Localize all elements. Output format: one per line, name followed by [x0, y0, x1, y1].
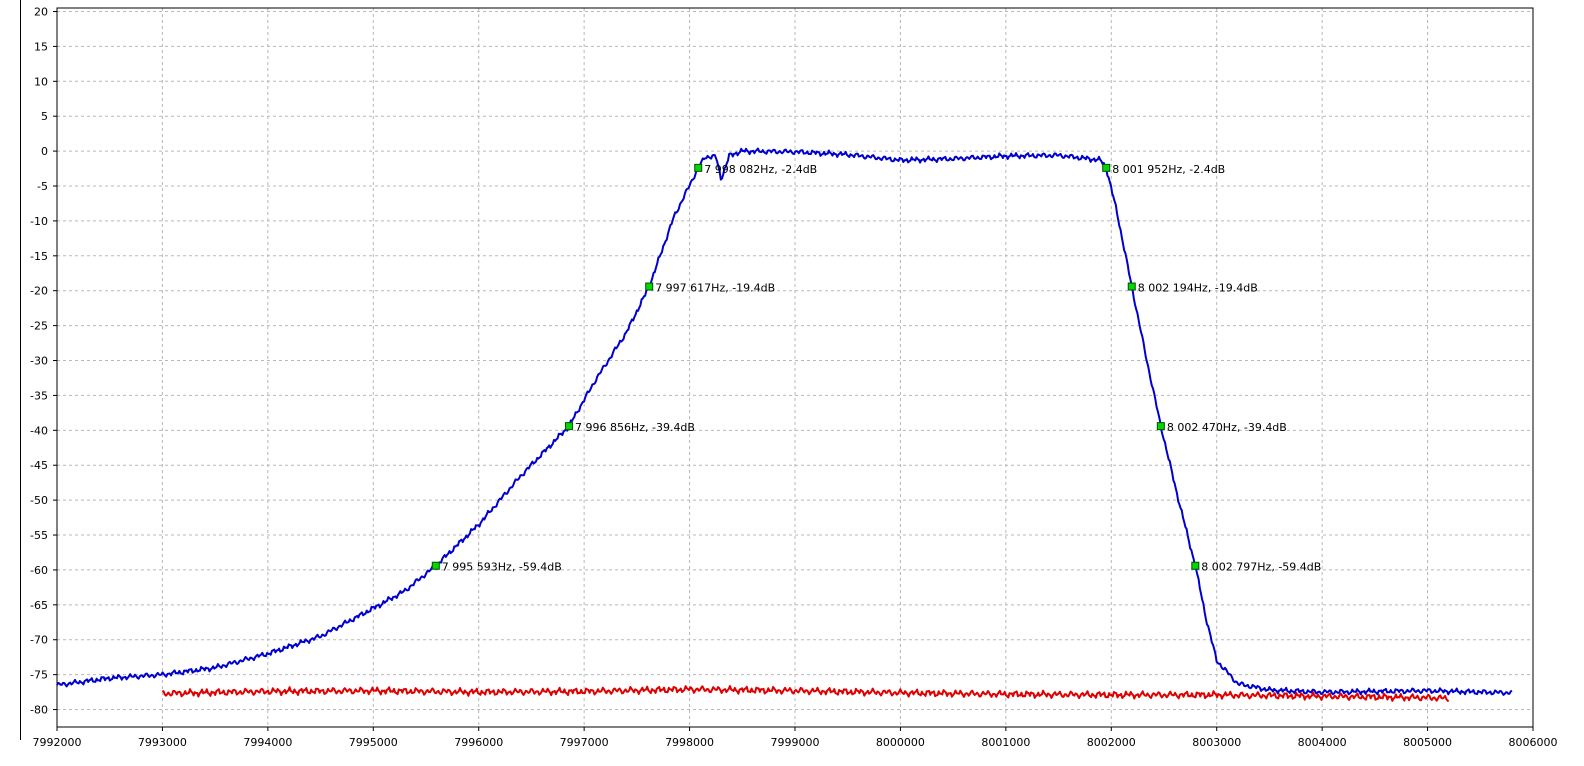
y-tick-label: -80 [30, 704, 48, 717]
y-tick-label: -10 [30, 215, 48, 228]
y-tick-label: 5 [41, 110, 48, 123]
noise-floor-trace-line [161, 685, 1450, 703]
y-tick-label: -50 [30, 494, 48, 507]
y-tick-label: -40 [30, 424, 48, 437]
x-tick-label: 7998000 [665, 736, 714, 749]
x-tick-label: 7995000 [349, 736, 398, 749]
marker-label: 8 001 952Hz, -2.4dB [1112, 163, 1225, 176]
marker-point[interactable] [1156, 422, 1165, 431]
y-tick-label: -60 [30, 564, 48, 577]
marker-label: 8 002 797Hz, -59.4dB [1201, 561, 1321, 574]
y-tick-label: -70 [30, 634, 48, 647]
marker-point[interactable] [645, 282, 654, 291]
markers: 7 995 593Hz, -59.4dB 7 996 856Hz, -39.4dB… [431, 163, 1321, 574]
y-tick-label: -55 [30, 529, 48, 542]
y-tick-label: -35 [30, 389, 48, 402]
x-tick-label: 8006000 [1509, 736, 1558, 749]
marker-point[interactable] [694, 163, 703, 172]
y-tick-label: -5 [37, 180, 48, 193]
y-tick-label: 0 [41, 145, 48, 158]
y-tick-label: -65 [30, 599, 48, 612]
marker-label: 7 996 856Hz, -39.4dB [575, 421, 695, 434]
marker-label: 7 997 617Hz, -19.4dB [655, 282, 775, 295]
y-tick-label: 15 [34, 40, 48, 53]
x-tick-label: 7997000 [560, 736, 609, 749]
x-tick-label: 8005000 [1403, 736, 1452, 749]
marker-label: 8 002 194Hz, -19.4dB [1138, 282, 1258, 295]
marker-label: 7 995 593Hz, -59.4dB [442, 561, 562, 574]
x-tick-label: 7996000 [454, 736, 503, 749]
marker-point[interactable] [1191, 561, 1200, 570]
marker-point[interactable] [1127, 282, 1136, 291]
y-tick-label: -45 [30, 459, 48, 472]
x-tick-label: 8002000 [1087, 736, 1136, 749]
x-tick-label: 8000000 [876, 736, 925, 749]
series-lines [56, 147, 1513, 703]
x-axis-ticks: 7992000 7993000 7994000 7995000 7996000 79970… [33, 727, 1558, 749]
window-left-border [20, 0, 21, 740]
x-tick-label: 7999000 [771, 736, 820, 749]
x-tick-label: 7994000 [243, 736, 292, 749]
y-tick-label: 10 [34, 75, 48, 88]
y-tick-label: -75 [30, 669, 48, 682]
grid-lines [57, 8, 1533, 727]
x-tick-label: 8004000 [1298, 736, 1347, 749]
marker-point[interactable] [564, 422, 573, 431]
marker-label: 8 002 470Hz, -39.4dB [1167, 421, 1287, 434]
x-tick-label: 8003000 [1192, 736, 1241, 749]
marker-point[interactable] [1102, 163, 1111, 172]
y-axis-ticks: 20 15 10 5 0 -5 -10 -15 -20 -25 -30 -35 -40 -45 -50 -55… [30, 5, 57, 717]
y-tick-label: -30 [30, 355, 48, 368]
x-tick-label: 7992000 [33, 736, 82, 749]
response-trace-line [56, 147, 1513, 696]
x-tick-label: 8001000 [981, 736, 1030, 749]
y-tick-label: -15 [30, 250, 48, 263]
marker-point[interactable] [431, 561, 440, 570]
marker-label: 7 998 082Hz, -2.4dB [704, 163, 817, 176]
y-tick-label: 20 [34, 5, 48, 18]
y-tick-label: -25 [30, 320, 48, 333]
x-tick-label: 7993000 [138, 736, 187, 749]
y-tick-label: -20 [30, 285, 48, 298]
